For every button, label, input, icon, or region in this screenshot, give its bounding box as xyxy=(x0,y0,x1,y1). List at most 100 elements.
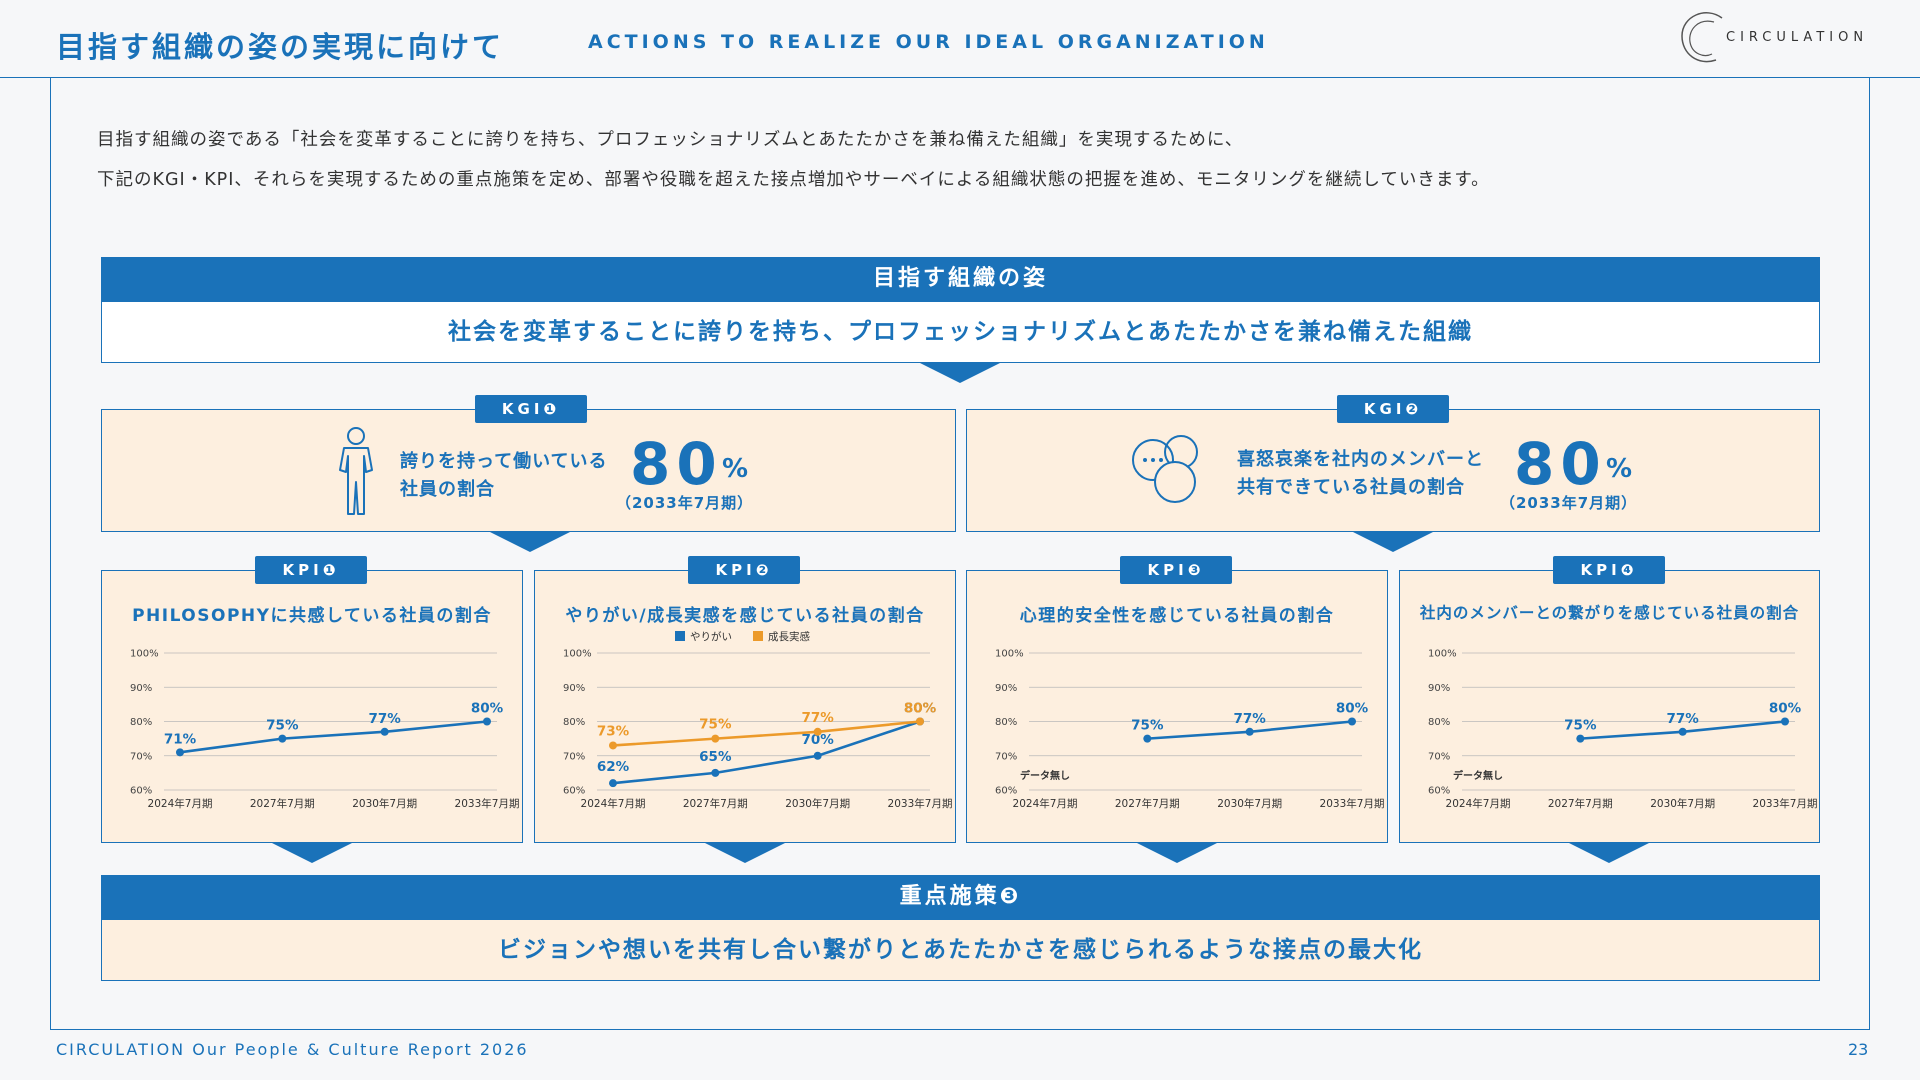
kgi-card-1: 誇りを持って働いている 社員の割合 80 % （2033年7月期） xyxy=(101,409,956,532)
logo-mark-icon xyxy=(1681,12,1723,63)
x-tick-label: 2024年7月期 xyxy=(148,797,213,810)
arrow-down-icon xyxy=(272,843,352,863)
x-tick-label: 2027年7月期 xyxy=(1548,797,1613,810)
x-tick-label: 2027年7月期 xyxy=(250,797,315,810)
person-icon xyxy=(339,427,373,515)
focus-heading: 重点施策❸ xyxy=(101,875,1820,919)
y-tick-label: 80% xyxy=(563,717,585,728)
content-frame xyxy=(50,78,1870,1030)
x-tick-label: 2030年7月期 xyxy=(1650,797,1715,810)
kpi-3-chart: 60% 70% 80% 90% 100% 2024年7月期 2027年7月期 2030年7月期… xyxy=(995,649,1385,811)
kgi-2-value: 80 xyxy=(1514,430,1607,498)
kgi-1-value: 80 xyxy=(630,430,723,498)
circulation-logo: CIRCULATION xyxy=(1676,8,1876,70)
y-tick-label: 80% xyxy=(130,717,152,728)
intro-line-2: 下記のKGI・KPI、それらを実現するための重点施策を定め、部署や役職を超えた接… xyxy=(97,170,1490,190)
data-point xyxy=(1781,717,1789,726)
data-label: 71% xyxy=(164,731,197,747)
y-tick-label: 100% xyxy=(995,649,1024,660)
y-tick-label: 90% xyxy=(563,683,585,694)
series-line xyxy=(612,720,921,785)
kgi-2-text-line1: 喜怒哀楽を社内のメンバーと xyxy=(1237,449,1484,470)
focus-body: ビジョンや想いを共有し合い繋がりとあたたかさを感じられるような接点の最大化 xyxy=(101,919,1820,981)
vision-body: 社会を変革することに誇りを持ち、プロフェッショナリズムとあたたかさを兼ね備えた組… xyxy=(101,301,1820,363)
data-label: 77% xyxy=(369,711,402,727)
y-tick-label: 100% xyxy=(1428,649,1457,660)
y-tick-label: 90% xyxy=(1428,683,1450,694)
data-point xyxy=(711,734,720,743)
data-point xyxy=(916,717,924,726)
kpi-4-chart: 60% 70% 80% 90% 100% 2024年7月期 2027年7月期 2030年7月期… xyxy=(1428,649,1818,811)
y-tick-label: 100% xyxy=(130,649,159,660)
series-line xyxy=(612,720,921,747)
data-point xyxy=(609,779,617,788)
x-tick-label: 2024年7月期 xyxy=(581,797,646,810)
data-label: 65% xyxy=(699,749,732,765)
data-label: 80% xyxy=(904,701,937,717)
y-tick-label: 60% xyxy=(1428,786,1450,797)
kpi-3-tag: KPI❸ xyxy=(1120,556,1232,584)
kgi-2-tag: KGI❷ xyxy=(1337,395,1449,423)
x-tick-label: 2033年7月期 xyxy=(888,797,953,810)
kpi-card-1: PHILOSOPHYに共感している社員の割合 60% 70% 80% 90% 100% 2… xyxy=(101,570,523,843)
data-point xyxy=(1348,717,1356,726)
intro-line-1: 目指す組織の姿である「社会を変革することに誇りを持ち、プロフェッショナリズムとあ… xyxy=(97,130,1244,150)
arrow-down-icon xyxy=(920,363,1000,383)
arrow-down-icon xyxy=(490,532,570,552)
y-tick-label: 100% xyxy=(563,649,592,660)
vision-heading: 目指す組織の姿 xyxy=(101,257,1820,301)
data-label: 77% xyxy=(1234,711,1267,727)
data-point xyxy=(1143,734,1152,743)
no-data-note: データ無し xyxy=(1453,769,1503,782)
x-tick-label: 2030年7月期 xyxy=(785,797,850,810)
x-tick-label: 2030年7月期 xyxy=(352,797,417,810)
kgi-1-text-line1: 誇りを持って働いている xyxy=(400,451,608,472)
data-label: 75% xyxy=(266,718,299,734)
logo-text: CIRCULATION xyxy=(1726,30,1869,45)
arrow-down-icon xyxy=(705,843,785,863)
data-label: 77% xyxy=(802,710,835,726)
page-header: 目指す組織の姿の実現に向けて ACTIONS TO REALIZE OUR ID… xyxy=(0,0,1920,78)
x-tick-label: 2027年7月期 xyxy=(1115,797,1180,810)
y-tick-label: 60% xyxy=(995,786,1017,797)
kpi-1-title: PHILOSOPHYに共感している社員の割合 xyxy=(132,606,492,626)
page-subtitle: ACTIONS TO REALIZE OUR IDEAL ORGANIZATIO… xyxy=(588,31,1269,53)
y-tick-label: 70% xyxy=(995,751,1017,762)
legend-label: 成長実感 xyxy=(768,631,810,643)
no-data-note: データ無し xyxy=(1020,769,1070,782)
x-tick-label: 2027年7月期 xyxy=(683,797,748,810)
kpi-4-title: 社内のメンバーとの繋がりを感じている社員の割合 xyxy=(1419,604,1800,622)
data-label: 75% xyxy=(1131,718,1164,734)
x-tick-label: 2033年7月期 xyxy=(1753,797,1818,810)
kpi-1-tag: KPI❶ xyxy=(255,556,367,584)
y-tick-label: 60% xyxy=(563,786,585,797)
data-point xyxy=(1678,727,1687,736)
legend-label: やりがい xyxy=(690,631,732,643)
data-point xyxy=(380,727,389,736)
arrow-down-icon xyxy=(1137,843,1217,863)
x-tick-label: 2033年7月期 xyxy=(455,797,520,810)
kgi-2-text-line2: 共有できている社員の割合 xyxy=(1237,477,1465,498)
kgi-2-unit: % xyxy=(1606,454,1633,484)
x-tick-label: 2024年7月期 xyxy=(1446,797,1511,810)
chat-bubbles-icon xyxy=(1132,435,1198,503)
y-tick-label: 70% xyxy=(1428,751,1450,762)
x-tick-label: 2030年7月期 xyxy=(1217,797,1282,810)
data-point xyxy=(483,717,491,726)
data-point xyxy=(278,734,287,743)
x-tick-label: 2033年7月期 xyxy=(1320,797,1385,810)
legend-swatch xyxy=(675,631,685,641)
data-point xyxy=(711,768,720,777)
kpi-2-tag: KPI❷ xyxy=(688,556,800,584)
data-point xyxy=(813,751,822,760)
data-label: 73% xyxy=(597,723,630,739)
data-label: 75% xyxy=(699,717,732,733)
y-tick-label: 60% xyxy=(130,786,152,797)
y-tick-label: 80% xyxy=(1428,717,1450,728)
y-tick-label: 80% xyxy=(995,717,1017,728)
y-tick-label: 90% xyxy=(130,683,152,694)
data-point xyxy=(1576,734,1585,743)
data-label: 80% xyxy=(1336,701,1369,717)
kpi-card-4: 社内のメンバーとの繋がりを感じている社員の割合 60% 70% 80% 90% 100%… xyxy=(1399,570,1820,843)
arrow-down-icon xyxy=(1353,532,1433,552)
